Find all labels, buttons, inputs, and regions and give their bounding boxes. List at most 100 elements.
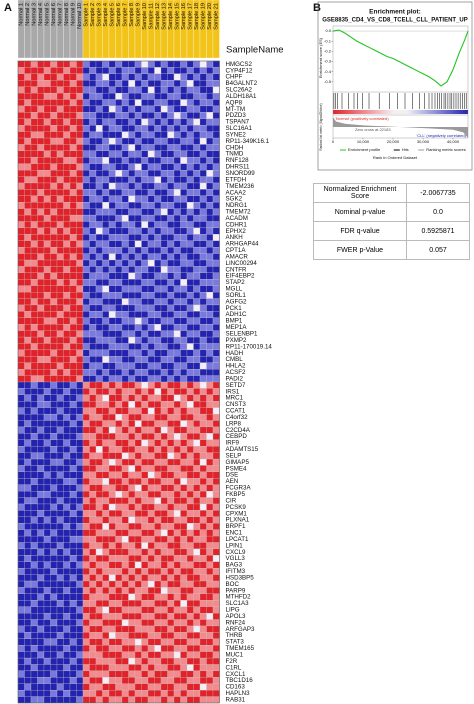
heatmap-cell [37, 67, 45, 74]
heatmap-cell [167, 221, 175, 229]
heatmap-cell [167, 381, 175, 389]
heatmap-cell [95, 664, 103, 672]
heatmap-cell [141, 375, 149, 383]
heatmap-cell [17, 401, 25, 408]
heatmap-cell [43, 433, 51, 440]
heatmap-cell [180, 638, 188, 646]
heatmap-cell [95, 266, 103, 273]
heatmap-cell [50, 266, 58, 273]
heatmap-cell [141, 535, 149, 543]
heatmap-cell [37, 182, 45, 190]
heatmap-cell [206, 561, 214, 569]
heatmap-cell [17, 638, 25, 646]
heatmap-cell [193, 651, 201, 659]
heatmap-cell [50, 99, 58, 107]
heatmap-cell [43, 696, 51, 704]
heatmap-cell [199, 580, 207, 588]
heatmap-cell [108, 600, 116, 607]
heatmap-cell [134, 80, 142, 87]
heatmap-cell [186, 458, 194, 466]
heatmap-cell [24, 651, 32, 659]
heatmap-cell [199, 645, 207, 652]
heatmap-cell [212, 157, 220, 164]
heatmap-cell [89, 234, 97, 241]
heatmap-cell [186, 240, 194, 248]
heatmap-cell [89, 555, 97, 562]
heatmap-cell [154, 330, 162, 338]
heatmap-cell [115, 285, 123, 293]
heatmap-cell [199, 523, 207, 530]
row-label: APOL3 [226, 613, 247, 620]
heatmap-cell [199, 394, 207, 402]
heatmap-cell [37, 272, 45, 280]
heatmap-cell [199, 208, 207, 216]
heatmap-cell [141, 92, 149, 100]
heatmap-cell [128, 259, 136, 267]
heatmap-cell [76, 253, 84, 261]
heatmap-cell [121, 247, 129, 254]
heatmap-cell [186, 593, 194, 601]
heatmap-cell [212, 677, 220, 684]
heatmap-cell [89, 580, 97, 588]
heatmap-cell [193, 478, 201, 485]
heatmap-cell [212, 125, 220, 132]
heatmap-cell [147, 176, 155, 184]
heatmap-cell [95, 465, 103, 473]
heatmap-cell [30, 458, 38, 466]
heatmap-cell [108, 137, 116, 145]
heatmap-cell [95, 516, 103, 524]
heatmap-cell [24, 491, 32, 498]
heatmap-cell [63, 561, 71, 569]
heatmap-cell [115, 176, 123, 184]
heatmap-cell [69, 99, 77, 107]
heatmap-cell [102, 253, 110, 261]
heatmap-cell [69, 690, 77, 697]
heatmap-cell [147, 568, 155, 575]
heatmap-cell [108, 298, 116, 306]
heatmap-cell [154, 170, 162, 177]
row-label: BOC [226, 581, 240, 588]
heatmap-cell [180, 394, 188, 402]
heatmap-cell [102, 420, 110, 428]
heatmap-cell [24, 163, 32, 171]
heatmap-cell [206, 105, 214, 113]
heatmap-cell [69, 433, 77, 440]
heatmap-cell [56, 568, 64, 575]
heatmap-cell [76, 137, 84, 145]
heatmap-cell [186, 324, 194, 331]
heatmap-cell [95, 420, 103, 428]
heatmap-cell [121, 195, 129, 203]
column-label: Normal 10 [77, 3, 83, 29]
heatmap-cell [108, 542, 116, 550]
heatmap-cell [128, 144, 136, 152]
heatmap-cell [69, 523, 77, 530]
heatmap-cell [30, 606, 38, 614]
heatmap-cell [43, 529, 51, 537]
heatmap-cell [186, 420, 194, 428]
heatmap-cell [95, 285, 103, 293]
heatmap-cell [63, 574, 71, 582]
heatmap-cell [147, 343, 155, 351]
heatmap-cell [160, 369, 168, 376]
heatmap-cell [206, 452, 214, 460]
heatmap-cell [63, 645, 71, 652]
heatmap-cell [30, 311, 38, 318]
heatmap-cell [167, 465, 175, 473]
heatmap-cell [37, 593, 45, 601]
heatmap-cell [37, 279, 45, 286]
heatmap-cell [50, 555, 58, 562]
heatmap-cell [24, 86, 32, 94]
heatmap-cell [102, 304, 110, 312]
heatmap-cell [102, 112, 110, 119]
heatmap-cell [134, 247, 142, 254]
heatmap-cell [160, 619, 168, 627]
heatmap-cell [30, 612, 38, 620]
heatmap-cell [30, 253, 38, 261]
heatmap-cell [160, 433, 168, 440]
heatmap-cell [56, 330, 64, 338]
heatmap-cell [212, 471, 220, 479]
heatmap-cell [95, 330, 103, 338]
heatmap-cell [193, 690, 201, 697]
heatmap-cell [56, 60, 64, 68]
heatmap-cell [160, 401, 168, 408]
